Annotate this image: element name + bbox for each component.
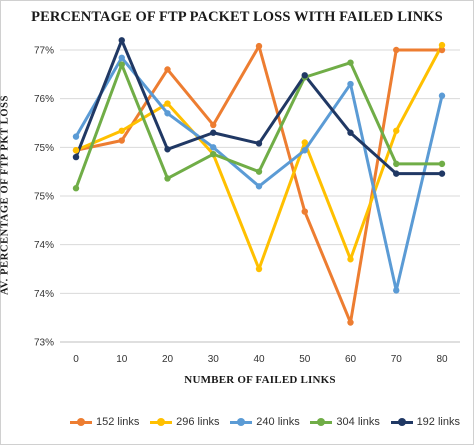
x-tick-label: 50 <box>299 354 311 365</box>
data-point-304-links <box>255 168 263 175</box>
data-point-152-links <box>164 66 171 73</box>
x-axis-label: NUMBER OF FAILED LINKS <box>184 374 336 386</box>
legend-item-296-links: 296 links <box>150 416 220 428</box>
legend-label: 304 links <box>336 416 380 428</box>
series-points <box>72 37 446 326</box>
y-tick-label: 73% <box>34 338 54 349</box>
legend-swatch <box>150 418 173 426</box>
x-tick-label: 10 <box>116 354 128 365</box>
data-point-240-links <box>210 144 217 151</box>
data-point-240-links <box>255 183 263 190</box>
legend: 152 links 296 links 240 links 304 links 192 … <box>70 414 460 430</box>
y-tick-label: 75% <box>34 143 54 154</box>
chart-title: PERCENTAGE OF FTP PACKET LOSS WITH FAILE… <box>31 9 443 25</box>
y-tick-labels: 73% 74% 74% 75% 75% 76% 77% <box>34 46 54 349</box>
legend-swatch <box>230 418 253 426</box>
data-point-304-links <box>164 175 171 182</box>
gridlines <box>60 49 460 343</box>
series-lines <box>74 38 444 325</box>
data-point-152-links <box>210 121 217 129</box>
y-tick-label: 74% <box>34 240 54 251</box>
x-tick-label: 30 <box>208 354 220 365</box>
data-point-192-links <box>301 72 308 79</box>
y-tick-label: 76% <box>34 94 54 105</box>
y-tick-label: 77% <box>34 46 54 57</box>
data-point-192-links <box>118 37 125 44</box>
legend-label: 192 links <box>416 416 460 428</box>
data-point-192-links <box>210 129 217 136</box>
data-point-240-links <box>438 92 446 99</box>
data-point-304-links <box>347 59 354 66</box>
data-point-152-links <box>255 42 263 50</box>
legend-label: 296 links <box>176 416 220 428</box>
data-point-192-links <box>255 140 263 147</box>
legend-swatch <box>310 418 333 426</box>
series-line-296-links <box>74 43 444 271</box>
data-point-296-links <box>438 41 446 49</box>
x-tick-label: 0 <box>73 354 79 365</box>
x-tick-label: 80 <box>436 354 448 365</box>
x-tick-label: 70 <box>391 354 403 365</box>
data-point-192-links <box>347 129 354 136</box>
data-point-304-links <box>393 160 400 168</box>
x-tick-label: 40 <box>253 354 265 365</box>
legend-label: 240 links <box>256 416 300 428</box>
data-point-296-links <box>72 147 80 154</box>
x-tick-label: 60 <box>345 354 357 365</box>
data-point-296-links <box>164 100 171 107</box>
data-point-296-links <box>301 139 308 146</box>
data-point-192-links <box>393 170 400 177</box>
data-point-152-links <box>301 208 308 215</box>
data-point-304-links <box>118 61 125 68</box>
data-point-304-links <box>438 160 446 168</box>
data-point-240-links <box>301 147 308 154</box>
legend-item-152-links: 152 links <box>70 416 139 428</box>
data-point-240-links <box>164 110 171 117</box>
data-point-304-links <box>210 150 217 158</box>
data-point-240-links <box>72 133 80 140</box>
data-point-192-links <box>438 170 446 177</box>
legend-label: 152 links <box>96 416 140 428</box>
data-point-304-links <box>72 185 80 192</box>
data-point-152-links <box>118 137 125 144</box>
data-point-296-links <box>255 265 263 273</box>
data-point-240-links <box>118 54 125 61</box>
legend-swatch <box>70 418 92 426</box>
data-point-152-links <box>438 46 446 54</box>
x-tick-label: 20 <box>162 354 174 365</box>
data-point-240-links <box>393 287 400 294</box>
data-point-296-links <box>393 127 400 134</box>
x-tick-labels: 0 10 20 30 40 50 60 70 80 <box>73 354 448 365</box>
y-tick-label: 74% <box>34 289 54 300</box>
data-point-152-links <box>393 46 400 54</box>
data-point-240-links <box>347 80 354 88</box>
data-point-296-links <box>118 127 125 134</box>
data-point-192-links <box>72 153 80 161</box>
legend-item-304-links: 304 links <box>310 416 380 428</box>
data-point-192-links <box>164 146 171 153</box>
legend-item-192-links: 192 links <box>390 416 460 428</box>
data-point-296-links <box>347 256 354 263</box>
legend-item-240-links: 240 links <box>230 416 300 428</box>
legend-swatch <box>390 418 413 426</box>
data-point-152-links <box>347 319 354 326</box>
y-tick-label: 75% <box>34 192 54 203</box>
